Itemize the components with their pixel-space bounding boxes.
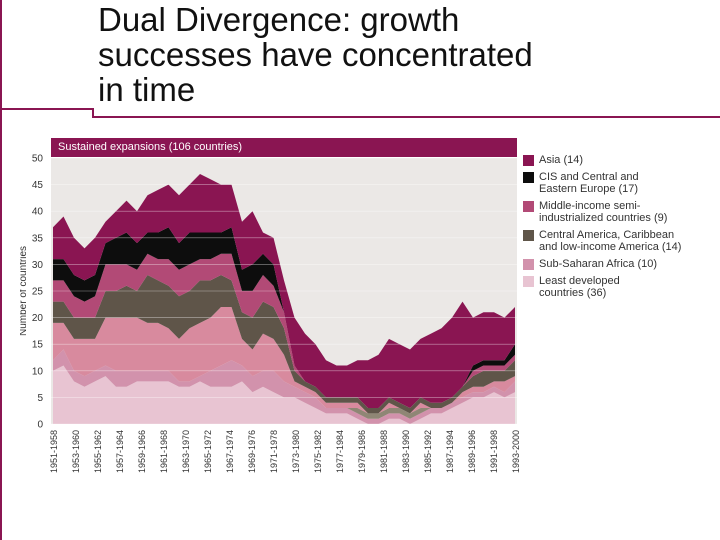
y-axis-label: Number of countries: [20, 246, 29, 336]
area-series-2: [53, 349, 515, 424]
legend-item: Central America, Caribbean and low-incom…: [523, 229, 718, 253]
y-tick-label: 50: [32, 154, 44, 165]
legend-item: Asia (14): [523, 154, 718, 166]
legend-item: Least developed countries (36): [523, 275, 718, 299]
x-tick-label: 1983-1990: [401, 430, 411, 473]
title-rule-step: [92, 108, 94, 118]
legend-swatch: [523, 259, 534, 270]
x-tick-label: 1981-1988: [379, 430, 389, 473]
y-tick-label: 15: [32, 340, 44, 351]
legend-item: Middle-income semi- industrialized count…: [523, 200, 718, 224]
y-tick-label: 5: [37, 393, 43, 404]
legend-swatch: [523, 172, 534, 183]
x-tick-label: 1965-1972: [203, 430, 213, 473]
legend-swatch: [523, 276, 534, 287]
legend-swatch: [523, 230, 534, 241]
legend-label: CIS and Central and Eastern Europe (17): [539, 171, 639, 195]
x-tick-label: 1987-1994: [445, 430, 455, 473]
y-tick-label: 35: [32, 233, 44, 244]
legend-swatch: [523, 155, 534, 166]
x-tick-label: 1959-1966: [137, 430, 147, 473]
legend-item: Sub-Saharan Africa (10): [523, 258, 718, 270]
legend-label: Least developed countries (36): [539, 275, 620, 299]
slide-frame-left: [0, 0, 2, 540]
legend-label: Asia (14): [539, 154, 584, 166]
x-tick-label: 1967-1974: [225, 430, 235, 473]
legend-label: Middle-income semi- industrialized count…: [539, 200, 668, 224]
x-tick-label: 1973-1980: [291, 430, 301, 473]
chart-panel: 0 5 10 15 20 25 30 35 40 45 50 Number of countries 1…: [20, 134, 720, 486]
chart-title: Sustained expansions (106 countries): [58, 141, 243, 153]
legend-label: Sub-Saharan Africa (10): [539, 258, 658, 270]
x-tick-label: 1979-1986: [357, 430, 367, 473]
legend-swatch: [523, 201, 534, 212]
y-tick-label: 0: [37, 420, 43, 431]
legend-label: Central America, Caribbean and low-incom…: [539, 229, 682, 253]
x-tick-label: 1991-1998: [489, 430, 499, 473]
legend-item: CIS and Central and Eastern Europe (17): [523, 171, 718, 195]
y-tick-label: 25: [32, 287, 44, 298]
slide-title: Dual Divergence: growth successes have c…: [98, 1, 533, 108]
x-tick-label: 1993-2000: [511, 430, 521, 473]
y-tick-label: 20: [32, 313, 44, 324]
x-tick-label: 1951-1958: [49, 430, 59, 473]
x-tick-label: 1975-1982: [313, 430, 323, 473]
x-tick-label: 1963-1970: [181, 430, 191, 473]
title-rule: [0, 108, 92, 110]
x-tick-label: 1989-1996: [467, 430, 477, 473]
x-tick-label: 1985-1992: [423, 430, 433, 473]
y-tick-label: 10: [32, 366, 44, 377]
x-tick-label: 1971-1978: [269, 430, 279, 473]
stacked-area-chart: 0 5 10 15 20 25 30 35 40 45 50 Number of countries 1…: [20, 154, 521, 474]
x-tick-label: 1955-1962: [93, 430, 103, 473]
y-tick-label: 30: [32, 260, 44, 271]
x-tick-label: 1977-1984: [335, 430, 345, 473]
chart-header-band: [51, 138, 517, 157]
x-tick-label: 1957-1964: [115, 430, 125, 473]
y-tick-label: 45: [32, 180, 44, 191]
y-tick-label: 40: [32, 207, 44, 218]
x-tick-label: 1953-1960: [71, 430, 81, 473]
chart-legend: Asia (14) CIS and Central and Eastern Eur…: [523, 154, 718, 304]
x-tick-label: 1961-1968: [159, 430, 169, 473]
title-rule: [94, 116, 720, 118]
area-series-4: [53, 307, 515, 414]
x-tick-label: 1969-1976: [247, 430, 257, 473]
area-series-1: [53, 365, 515, 424]
